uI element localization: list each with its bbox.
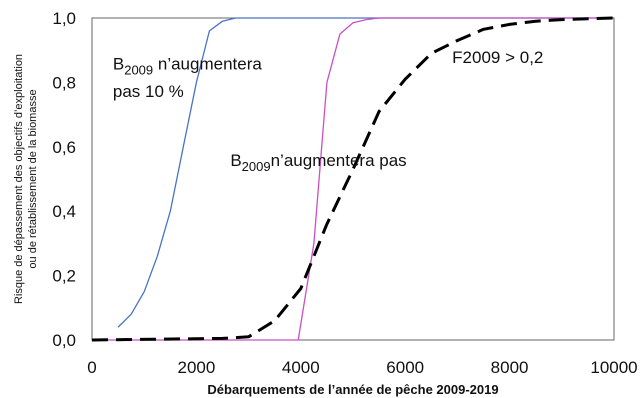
y-tick-label: 1,0 bbox=[52, 9, 76, 28]
chart-annotations: B2009 n’augmentera pas 10 % B2009n’augment… bbox=[113, 48, 544, 174]
annotation-1: B2009 n’augmentera bbox=[113, 55, 262, 78]
annotation-4: F2009 > 0,2 bbox=[452, 48, 543, 67]
series-line-1 bbox=[117, 17, 614, 328]
y-axis-tick-labels: 0,0 0,2 0,4 0,6 0,8 1,0 bbox=[52, 9, 76, 350]
x-axis-tick-labels: 0 2000 4000 6000 8000 10000 bbox=[87, 358, 637, 377]
y-tick-label: 0,8 bbox=[52, 73, 76, 92]
y-axis-label-line-2: ou de rétablissement de la biomasse bbox=[27, 89, 39, 268]
y-tick-label: 0,0 bbox=[52, 331, 76, 350]
y-tick-label: 0,6 bbox=[52, 138, 76, 157]
annotation-2: pas 10 % bbox=[113, 82, 184, 101]
chart-series bbox=[91, 16, 615, 342]
series-line-2 bbox=[92, 17, 614, 341]
y-axis-label-line-1: Risque de dépassement des objectifs d’ex… bbox=[13, 54, 25, 304]
x-axis-label: Débarquements de l’année de pêche 2009-2… bbox=[207, 382, 498, 397]
x-tick-label: 8000 bbox=[491, 358, 529, 377]
x-tick-label: 4000 bbox=[282, 358, 320, 377]
y-tick-label: 0,2 bbox=[52, 267, 76, 286]
x-tick-label: 0 bbox=[87, 358, 96, 377]
y-tick-label: 0,4 bbox=[52, 202, 76, 221]
x-tick-label: 10000 bbox=[590, 358, 637, 377]
x-tick-label: 2000 bbox=[177, 358, 215, 377]
series-line-3 bbox=[91, 16, 615, 342]
annotation-3: B2009n’augmentera pas bbox=[230, 151, 406, 174]
x-tick-label: 6000 bbox=[386, 358, 424, 377]
